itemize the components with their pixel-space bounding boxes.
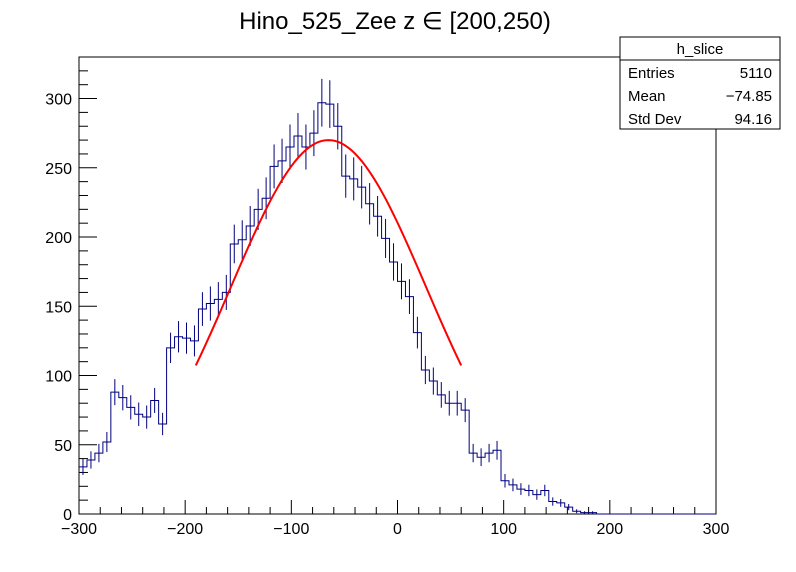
stats-box: h_slice Entries 5110 Mean −74.85 Std Dev…	[619, 36, 781, 130]
x-tick-label: −300	[61, 521, 97, 538]
stats-box-frame	[619, 36, 781, 130]
histogram-series-h-slice	[79, 102, 716, 515]
stats-label-std-dev: Std Dev	[628, 111, 682, 128]
error-bars	[82, 78, 594, 514]
x-tick-label: 100	[490, 521, 517, 538]
y-tick-label: 0	[63, 507, 72, 524]
y-axis: 0 50 100 150 200 250 300	[45, 56, 97, 524]
x-tick-label: −200	[167, 521, 203, 538]
x-tick-label: 200	[596, 521, 623, 538]
stats-value-entries: 5110	[740, 65, 772, 82]
chart-title: Hino_525_Zee z ∈ [200,250)	[239, 8, 551, 35]
y-tick-label: 100	[45, 369, 72, 386]
stats-value-std-dev: 94.16	[734, 111, 772, 128]
x-tick-label: 0	[393, 521, 402, 538]
y-tick-label: 250	[45, 161, 72, 178]
y-tick-label: 50	[54, 438, 72, 455]
stats-label-entries: Entries	[628, 65, 675, 82]
x-tick-label: −100	[273, 521, 309, 538]
y-tick-label: 200	[45, 230, 72, 247]
stats-value-mean: −74.85	[726, 88, 772, 105]
stats-label-mean: Mean	[628, 88, 666, 105]
y-tick-label: 300	[45, 92, 72, 109]
y-tick-label: 150	[45, 299, 72, 316]
x-axis: −300 −200 −100 0 100 200 300	[61, 500, 729, 538]
gaussian-fit-curve	[194, 139, 463, 366]
stats-box-title: h_slice	[677, 41, 724, 58]
x-tick-label: 300	[703, 521, 730, 538]
